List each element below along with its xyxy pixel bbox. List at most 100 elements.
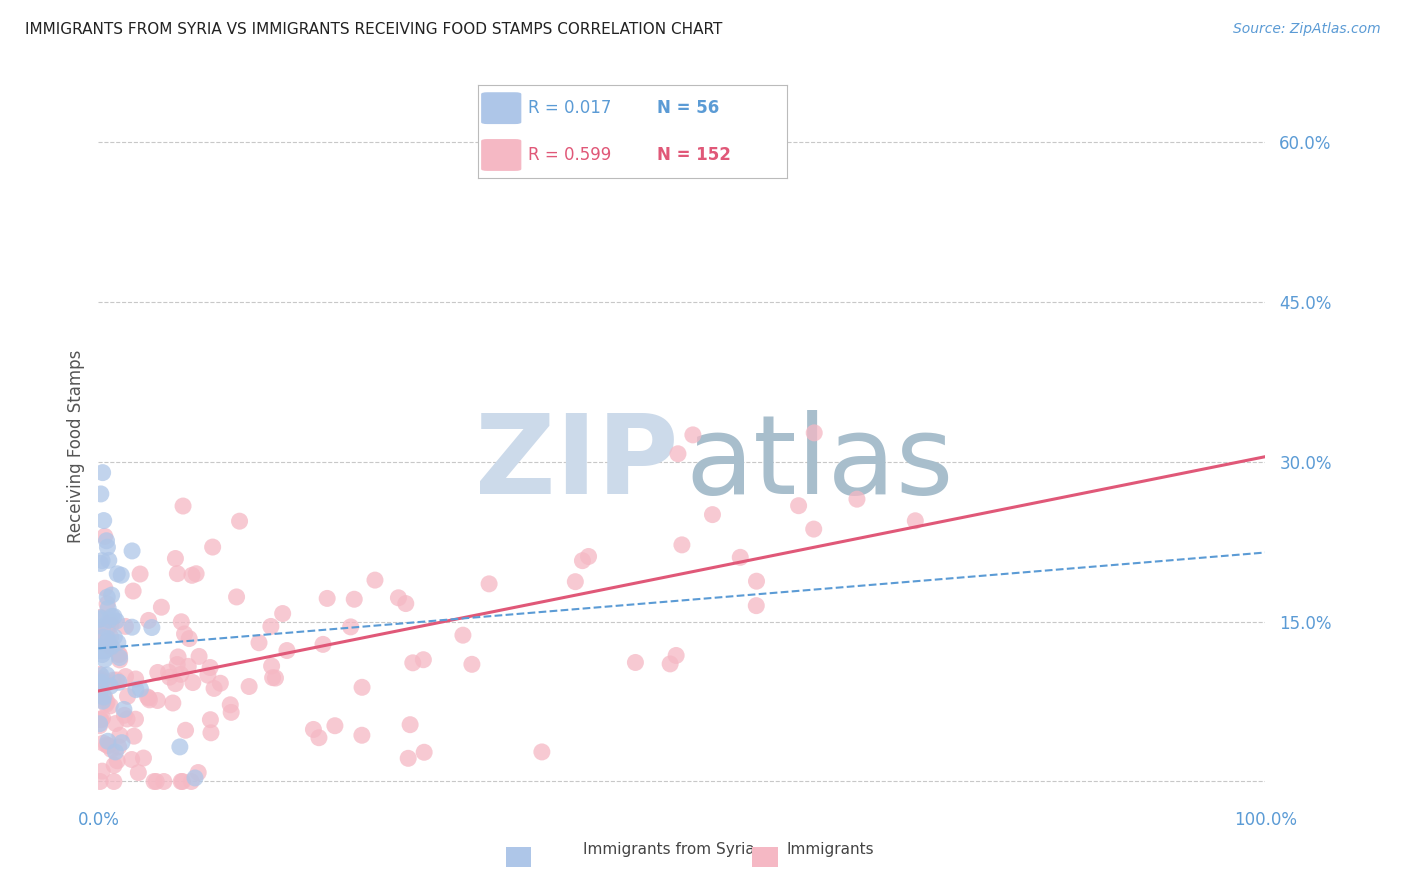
Point bbox=[181, 675, 204, 690]
Text: atlas: atlas bbox=[685, 410, 953, 517]
Point bbox=[169, 739, 191, 754]
Point bbox=[117, 690, 139, 704]
Point bbox=[803, 425, 825, 440]
Point bbox=[659, 657, 682, 671]
Point bbox=[276, 643, 298, 657]
Point bbox=[172, 499, 194, 513]
Point bbox=[98, 679, 121, 693]
Point bbox=[103, 630, 125, 644]
Point bbox=[219, 706, 242, 720]
Point bbox=[200, 713, 222, 727]
Point bbox=[159, 670, 181, 684]
Point bbox=[666, 447, 689, 461]
Point bbox=[167, 649, 190, 664]
Point bbox=[904, 514, 927, 528]
Point bbox=[312, 637, 335, 651]
Point bbox=[89, 713, 111, 727]
Text: IMMIGRANTS FROM SYRIA VS IMMIGRANTS RECEIVING FOOD STAMPS CORRELATION CHART: IMMIGRANTS FROM SYRIA VS IMMIGRANTS RECE… bbox=[25, 22, 723, 37]
Point bbox=[260, 619, 283, 633]
Point bbox=[143, 774, 166, 789]
Point bbox=[89, 774, 111, 789]
Point bbox=[201, 540, 224, 554]
Point bbox=[94, 652, 117, 666]
Point bbox=[197, 668, 219, 682]
Point bbox=[98, 639, 121, 653]
Point bbox=[97, 675, 120, 690]
Point bbox=[198, 660, 221, 674]
Point bbox=[90, 487, 112, 501]
Point bbox=[225, 590, 247, 604]
Point bbox=[91, 711, 114, 725]
Point bbox=[94, 581, 117, 595]
Point bbox=[94, 698, 117, 712]
Point bbox=[100, 630, 122, 644]
Point bbox=[90, 713, 112, 727]
Point bbox=[352, 681, 374, 695]
Point bbox=[141, 621, 163, 635]
Point bbox=[90, 642, 112, 657]
Point bbox=[89, 612, 111, 626]
Point bbox=[682, 428, 704, 442]
Point bbox=[111, 736, 134, 750]
Point bbox=[96, 621, 118, 635]
Text: Immigrants from Syria: Immigrants from Syria bbox=[582, 842, 755, 856]
Text: Source: ZipAtlas.com: Source: ZipAtlas.com bbox=[1233, 22, 1381, 37]
Point bbox=[100, 618, 122, 632]
Point bbox=[127, 765, 149, 780]
Point bbox=[138, 690, 160, 705]
Point bbox=[89, 682, 111, 697]
Point bbox=[97, 632, 120, 646]
Point bbox=[461, 657, 484, 672]
Point bbox=[96, 695, 118, 709]
Point bbox=[104, 716, 127, 731]
Point bbox=[114, 619, 136, 633]
Point bbox=[114, 669, 136, 683]
Point bbox=[302, 723, 325, 737]
Point bbox=[90, 675, 112, 690]
Point bbox=[89, 673, 111, 687]
Point bbox=[146, 693, 169, 707]
Point bbox=[153, 774, 176, 789]
Y-axis label: Receiving Food Stamps: Receiving Food Stamps bbox=[66, 350, 84, 542]
Point bbox=[395, 597, 418, 611]
Point bbox=[96, 738, 118, 752]
Point bbox=[96, 590, 118, 604]
Point bbox=[316, 591, 339, 606]
Point bbox=[96, 621, 118, 635]
Point bbox=[181, 568, 204, 582]
Point bbox=[94, 643, 117, 657]
Point bbox=[162, 696, 184, 710]
Point bbox=[170, 667, 193, 681]
Point bbox=[103, 758, 125, 772]
Text: ZIP: ZIP bbox=[475, 410, 679, 517]
Point bbox=[96, 668, 118, 682]
Point bbox=[129, 681, 152, 696]
Point bbox=[110, 568, 132, 582]
Point bbox=[100, 615, 122, 630]
Point bbox=[103, 673, 125, 687]
Point bbox=[184, 566, 207, 581]
Point bbox=[150, 600, 173, 615]
Point bbox=[264, 671, 287, 685]
Point bbox=[671, 538, 693, 552]
Point bbox=[100, 609, 122, 624]
Point bbox=[94, 643, 117, 657]
Point bbox=[238, 680, 260, 694]
Point bbox=[219, 698, 242, 712]
Point bbox=[209, 676, 232, 690]
Point bbox=[94, 633, 117, 648]
Point bbox=[200, 726, 222, 740]
Point bbox=[103, 774, 125, 789]
Point bbox=[187, 765, 209, 780]
Point bbox=[170, 774, 193, 789]
Point bbox=[146, 665, 169, 680]
Point bbox=[228, 514, 250, 528]
Point bbox=[166, 657, 188, 672]
Point bbox=[202, 681, 225, 696]
Point bbox=[136, 690, 159, 704]
Point bbox=[121, 620, 143, 634]
Point bbox=[564, 574, 586, 589]
Point bbox=[179, 632, 201, 646]
Point bbox=[247, 636, 270, 650]
Point bbox=[89, 610, 111, 624]
